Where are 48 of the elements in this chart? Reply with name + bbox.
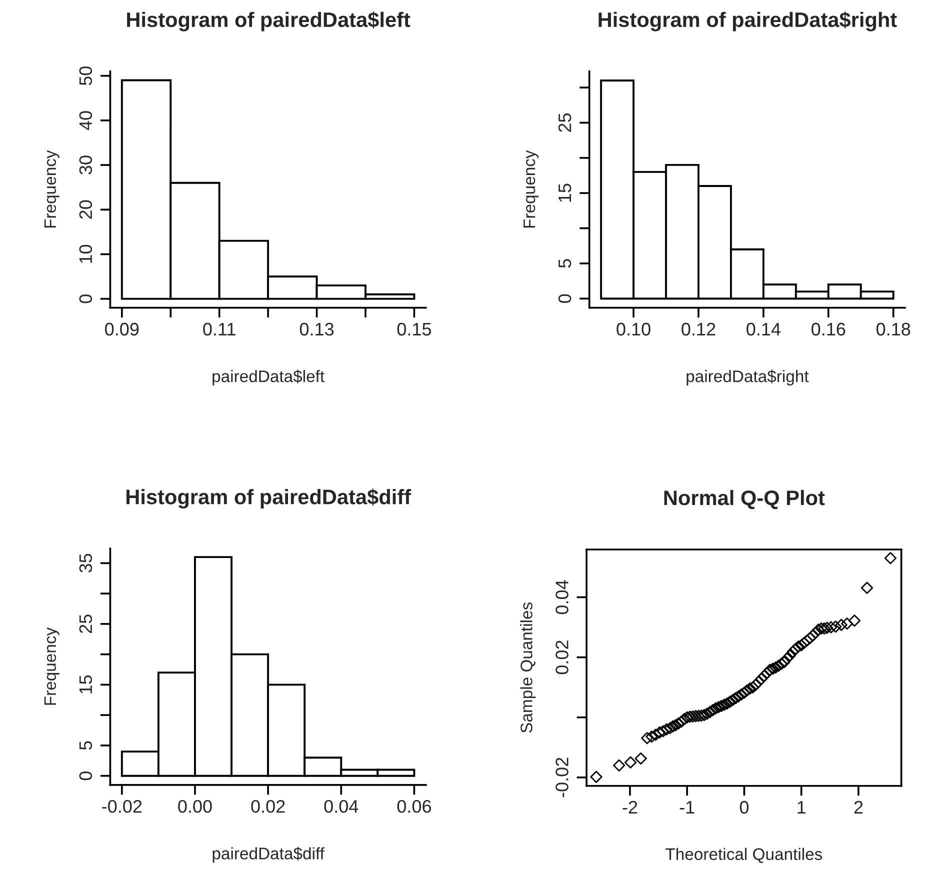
x-tick-label: 0.09 [105,322,139,336]
chart-title: Histogram of pairedData$diff [126,488,412,509]
x-tick-label: 0 [740,800,749,814]
x-tick-label: 0.02 [251,800,285,813]
x-tick-label: 0.18 [876,322,910,336]
y-tick-label: 25 [558,113,572,132]
x-tick-label: 0.13 [300,322,334,336]
x-tick-label: -1 [680,801,694,814]
chart-title: Histogram of pairedData$right [598,11,897,32]
x-tick-label: 0.15 [397,322,432,336]
y-tick-label: 0.02 [556,640,568,674]
y-tick-label: 25 [79,614,92,634]
x-axis-title: pairedData$right [686,370,809,386]
x-tick-label: -2 [622,800,638,814]
x-tick-label: 0.06 [397,800,431,813]
y-tick-label: 0 [79,772,92,780]
y-axis-title: Frequency [44,627,60,705]
x-axis-title: pairedData$left [212,370,324,386]
y-tick-label: 40 [79,111,92,130]
chart-title: Histogram of pairedData$left [127,11,410,32]
y-tick-label: 5 [558,259,572,268]
y-tick-label: 35 [79,554,92,573]
x-axis-title: Theoretical Quantiles [666,848,822,864]
x-tick-label: 0.11 [203,322,236,336]
y-tick-label: 10 [79,244,92,263]
y-tick-label: 15 [558,184,572,202]
y-tick-label: 20 [79,200,92,219]
y-tick-label: 5 [79,741,92,750]
y-tick-label: 0.04 [556,580,568,614]
y-tick-label: 30 [79,156,92,174]
x-tick-label: 2 [854,800,863,814]
y-axis-title: Sample Quantiles [520,602,536,733]
y-tick-label: 0 [558,294,572,303]
x-axis-title: pairedData$diff [212,846,324,863]
y-tick-label: 0 [79,294,92,304]
y-tick-label: 15 [79,675,92,694]
x-tick-label: 0.14 [746,322,780,336]
x-tick-label: 0.04 [324,800,358,813]
y-axis-title: Frequency [44,150,60,228]
x-tick-label: 0.16 [812,322,846,336]
x-tick-label: 0.12 [682,322,716,336]
chart-title: Normal Q-Q Plot [664,490,825,510]
y-tick-label: 50 [79,66,92,86]
x-tick-label: 1 [798,801,806,814]
y-axis-title: Frequency [524,150,538,228]
x-tick-label: 0.10 [616,322,650,336]
x-tick-label: -0.02 [102,800,142,813]
x-tick-label: 0.00 [178,800,212,813]
